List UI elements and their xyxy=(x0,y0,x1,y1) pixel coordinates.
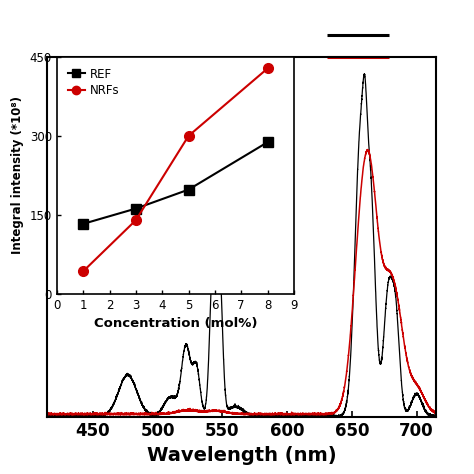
Y-axis label: Integral intensity (*10⁸): Integral intensity (*10⁸) xyxy=(11,96,24,255)
X-axis label: Wavelength (nm): Wavelength (nm) xyxy=(147,446,337,465)
X-axis label: Concentration (mol%): Concentration (mol%) xyxy=(94,317,257,330)
Legend: REF, NRFs: REF, NRFs xyxy=(63,63,124,102)
